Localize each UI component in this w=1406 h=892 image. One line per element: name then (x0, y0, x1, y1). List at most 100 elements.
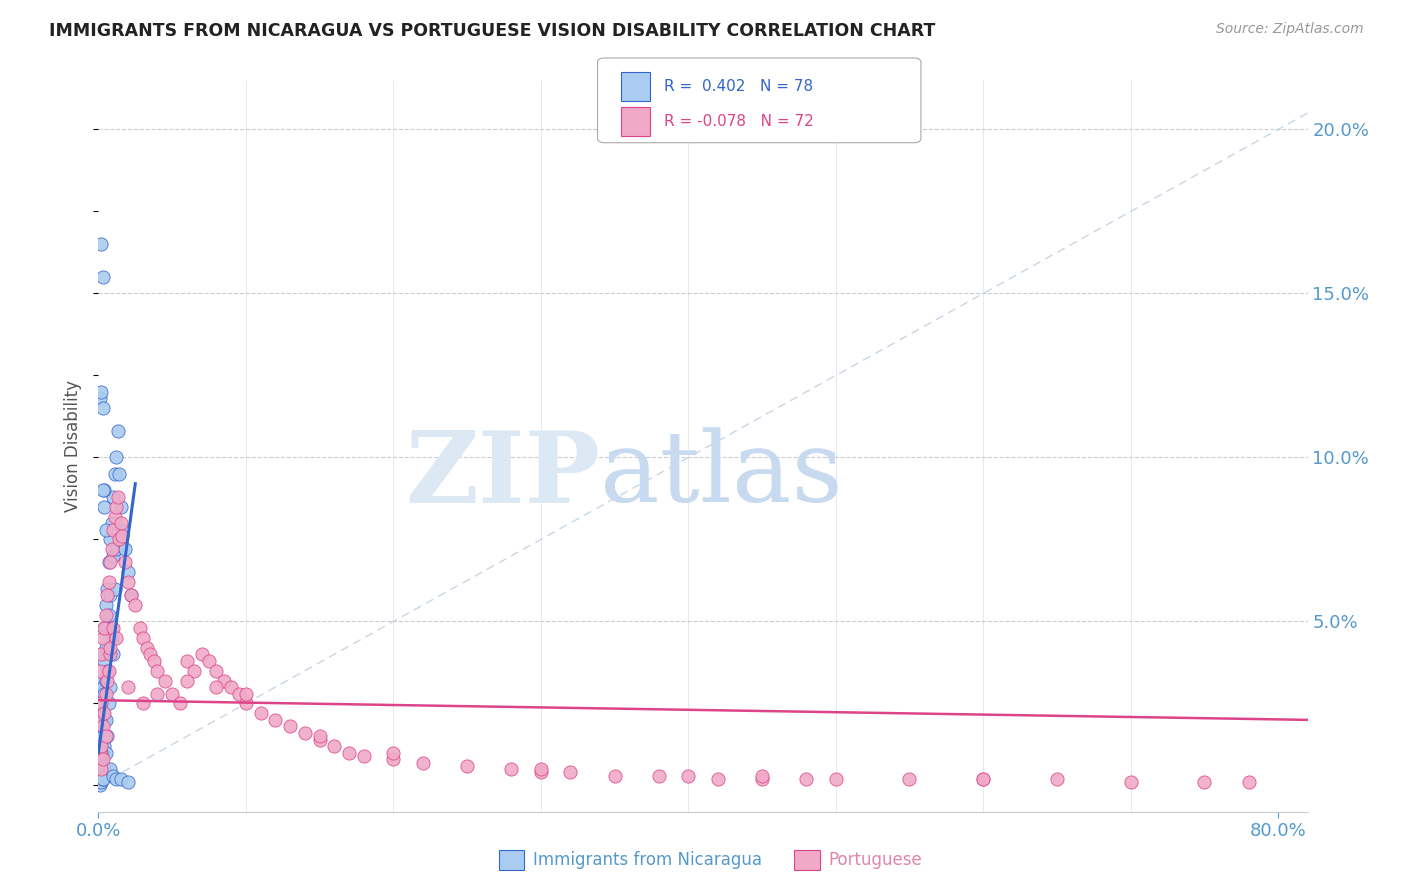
Point (107, 424, 129, 438)
Point (89, 664, 111, 678)
Point (89, 769, 111, 783)
Point (97, 664, 120, 678)
Point (1237, 775, 1260, 789)
Point (751, 772, 773, 786)
Point (120, 588, 142, 602)
Text: Source: ZipAtlas.com: Source: ZipAtlas.com (1216, 22, 1364, 37)
Point (94, 687, 117, 701)
Point (93, 769, 115, 783)
Point (91, 759, 114, 773)
Point (94, 598, 117, 612)
Point (124, 598, 146, 612)
Point (105, 631, 128, 645)
Point (93, 483, 115, 498)
Point (97, 607, 120, 622)
Point (101, 523, 124, 537)
Point (94, 729, 117, 743)
Point (96, 588, 118, 602)
Point (603, 769, 626, 783)
Point (90, 673, 112, 688)
Point (93, 621, 115, 635)
Point (105, 500, 128, 514)
Point (91, 752, 114, 766)
Point (93, 687, 115, 701)
Point (105, 542, 128, 557)
Point (412, 756, 434, 770)
Point (382, 752, 405, 766)
Point (90, 746, 112, 760)
Y-axis label: Vision Disability: Vision Disability (65, 380, 83, 512)
Point (183, 664, 205, 678)
Point (104, 509, 127, 524)
Point (530, 765, 553, 780)
Point (96, 664, 118, 678)
Point (98, 647, 121, 661)
Point (94, 673, 117, 688)
Point (90, 719, 112, 733)
Point (560, 765, 582, 780)
Point (94, 713, 117, 727)
Point (93, 762, 115, 776)
Point (91, 401, 114, 416)
Point (114, 556, 136, 570)
Point (110, 516, 132, 530)
Point (972, 772, 994, 786)
Point (90, 647, 112, 661)
Point (117, 775, 139, 789)
Point (111, 523, 134, 537)
Point (89, 392, 111, 406)
Point (90, 697, 112, 711)
Point (205, 664, 228, 678)
Point (90, 762, 112, 776)
Point (101, 490, 124, 504)
Point (91, 270, 114, 285)
Point (98, 533, 121, 547)
Point (89, 687, 111, 701)
Point (98, 680, 121, 694)
Point (97, 575, 120, 590)
Point (898, 772, 921, 786)
Text: R =  0.402   N = 78: R = 0.402 N = 78 (664, 79, 813, 95)
Text: Immigrants from Nicaragua: Immigrants from Nicaragua (533, 851, 762, 869)
Point (100, 516, 122, 530)
Point (91, 746, 114, 760)
Point (107, 490, 129, 504)
Point (91, 647, 114, 661)
Point (96, 582, 118, 596)
Point (96, 621, 118, 635)
Point (90, 384, 112, 399)
Point (160, 687, 183, 701)
Point (1046, 772, 1069, 786)
Point (176, 654, 198, 668)
Point (235, 697, 257, 711)
Point (90, 697, 112, 711)
Point (91, 772, 114, 786)
Point (143, 654, 166, 668)
Point (94, 607, 117, 622)
Point (136, 640, 159, 655)
Point (751, 769, 773, 783)
Point (100, 631, 122, 645)
Point (1119, 775, 1142, 789)
Point (308, 729, 330, 743)
Point (190, 647, 212, 661)
Point (93, 654, 115, 668)
Point (1194, 775, 1216, 789)
Point (91, 719, 114, 733)
Point (104, 467, 127, 481)
Point (235, 687, 257, 701)
Point (89, 746, 111, 760)
Point (90, 752, 112, 766)
Point (456, 759, 478, 773)
Point (308, 732, 330, 747)
Point (111, 529, 134, 543)
Point (120, 588, 142, 602)
Point (101, 769, 124, 783)
Point (90, 775, 112, 789)
Point (89, 775, 111, 789)
Point (90, 739, 112, 753)
Point (93, 500, 115, 514)
Point (91, 729, 114, 743)
Point (96, 673, 118, 688)
Point (91, 483, 114, 498)
